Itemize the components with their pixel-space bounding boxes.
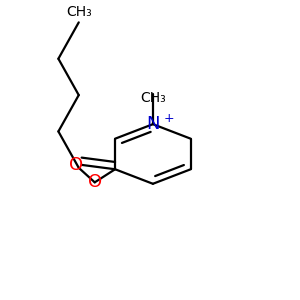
Text: O: O xyxy=(69,156,83,174)
Text: O: O xyxy=(88,173,102,191)
Text: +: + xyxy=(164,112,174,125)
Text: N: N xyxy=(146,115,160,133)
Text: CH₃: CH₃ xyxy=(140,91,166,105)
Text: CH₃: CH₃ xyxy=(66,5,92,20)
